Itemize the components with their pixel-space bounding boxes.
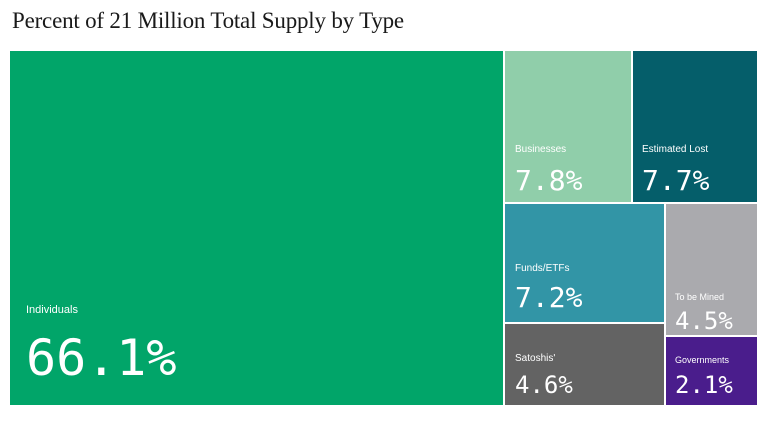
tile-governments (666, 337, 757, 405)
tile-value-estimated-lost: 7.7% (642, 164, 710, 197)
tile-label-governments: Governments (675, 355, 730, 365)
tile-label-estimated-lost: Estimated Lost (642, 144, 708, 155)
tile-label-individuals: Individuals (26, 304, 78, 316)
tile-to-be-mined (666, 204, 757, 335)
tile-satoshis (505, 324, 664, 405)
tile-label-to-be-mined: To be Mined (675, 292, 724, 302)
tile-label-businesses: Businesses (515, 144, 566, 155)
tile-value-governments: 2.1% (675, 371, 733, 399)
tile-label-satoshis: Satoshis' (515, 353, 555, 364)
tile-businesses (505, 51, 631, 202)
tile-individuals (10, 51, 503, 405)
tile-funds-etfs (505, 204, 664, 322)
tile-value-to-be-mined: 4.5% (675, 307, 733, 335)
tile-value-individuals: 66.1% (26, 329, 177, 387)
tile-value-satoshis: 4.6% (515, 371, 573, 399)
tile-estimated-lost (633, 51, 757, 202)
tile-label-funds-etfs: Funds/ETFs (515, 263, 569, 274)
tile-value-businesses: 7.8% (515, 164, 583, 197)
tile-value-funds-etfs: 7.2% (515, 281, 583, 314)
chart-title: Percent of 21 Million Total Supply by Ty… (12, 8, 404, 33)
